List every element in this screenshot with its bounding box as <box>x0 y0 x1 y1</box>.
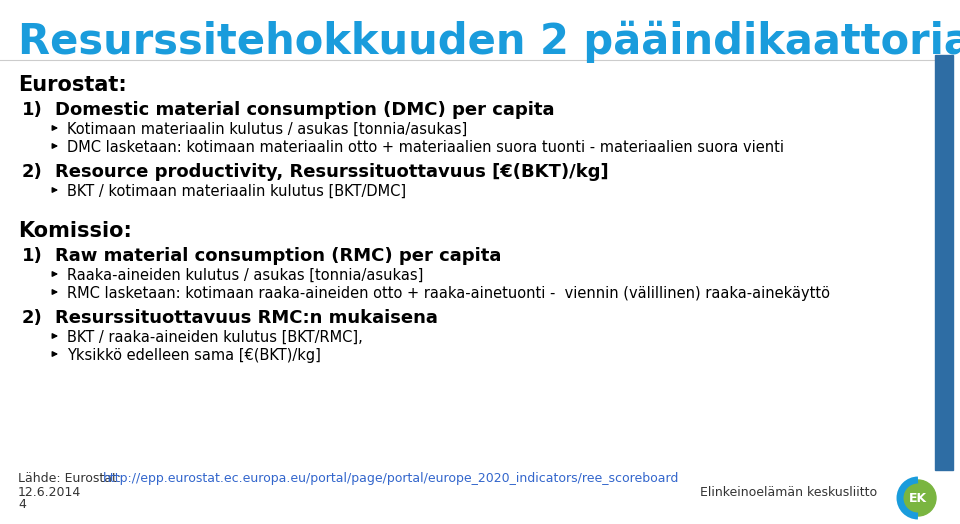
Text: 12.6.2014: 12.6.2014 <box>18 486 82 499</box>
Text: Yksikkö edelleen sama [€(BKT)/kg]: Yksikkö edelleen sama [€(BKT)/kg] <box>67 348 321 363</box>
Text: Elinkeinoelämän keskusliitto: Elinkeinoelämän keskusliitto <box>700 486 877 499</box>
Text: 2): 2) <box>22 309 43 327</box>
Text: Resurssitehokkuuden 2 pääindikaattoria: Resurssitehokkuuden 2 pääindikaattoria <box>18 21 960 63</box>
Text: Eurostat:: Eurostat: <box>18 75 127 95</box>
Text: http://epp.eurostat.ec.europa.eu/portal/page/portal/europe_2020_indicators/ree_s: http://epp.eurostat.ec.europa.eu/portal/… <box>103 472 680 485</box>
Text: Resurssituottavuus RMC:n mukaisena: Resurssituottavuus RMC:n mukaisena <box>55 309 438 327</box>
Text: BKT / kotimaan materiaalin kulutus [BKT/DMC]: BKT / kotimaan materiaalin kulutus [BKT/… <box>67 184 406 199</box>
Text: Raw material consumption (RMC) per capita: Raw material consumption (RMC) per capit… <box>55 247 501 265</box>
Text: EK: EK <box>909 493 927 506</box>
Text: Lähde: Eurostat:: Lähde: Eurostat: <box>18 472 125 485</box>
Text: Kotimaan materiaalin kulutus / asukas [tonnia/asukas]: Kotimaan materiaalin kulutus / asukas [t… <box>67 122 468 137</box>
Text: Raaka-aineiden kulutus / asukas [tonnia/asukas]: Raaka-aineiden kulutus / asukas [tonnia/… <box>67 268 423 283</box>
Text: Komissio:: Komissio: <box>18 221 132 241</box>
Text: 1): 1) <box>22 101 43 119</box>
Text: DMC lasketaan: kotimaan materiaalin otto + materiaalien suora tuonti - materiaal: DMC lasketaan: kotimaan materiaalin otto… <box>67 140 784 155</box>
Text: 4: 4 <box>18 498 26 511</box>
Text: BKT / raaka-aineiden kulutus [BKT/RMC],: BKT / raaka-aineiden kulutus [BKT/RMC], <box>67 330 363 345</box>
Text: Domestic material consumption (DMC) per capita: Domestic material consumption (DMC) per … <box>55 101 555 119</box>
Text: 1): 1) <box>22 247 43 265</box>
Text: Resource productivity, Resurssituottavuus [€(BKT)/kg]: Resource productivity, Resurssituottavuu… <box>55 163 609 181</box>
Bar <box>935 55 953 470</box>
Circle shape <box>900 480 936 516</box>
Text: RMC lasketaan: kotimaan raaka-aineiden otto + raaka-ainetuonti -  viennin (välil: RMC lasketaan: kotimaan raaka-aineiden o… <box>67 286 830 301</box>
Text: 2): 2) <box>22 163 43 181</box>
